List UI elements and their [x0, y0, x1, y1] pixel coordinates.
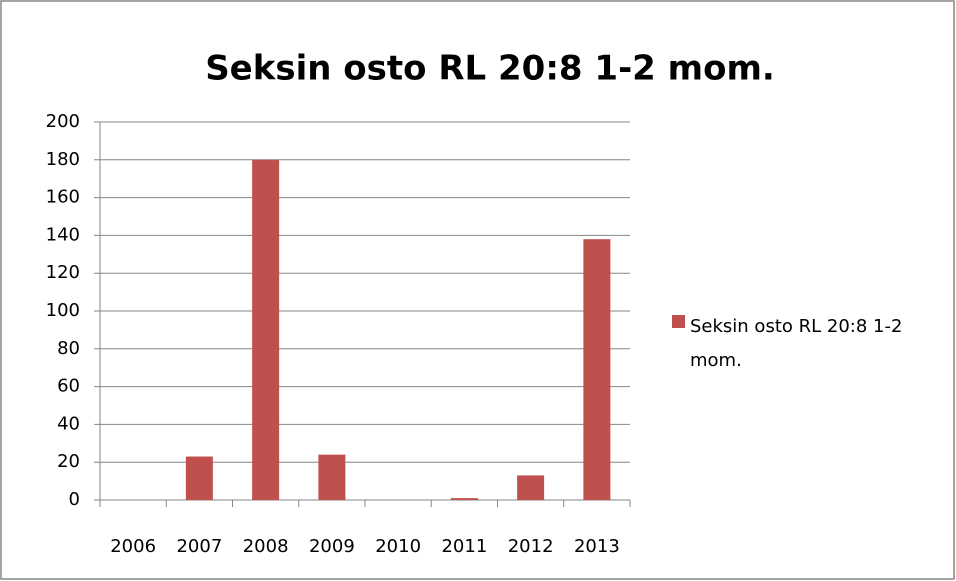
y-tick-label: 40 — [57, 413, 80, 434]
y-tick-label: 100 — [46, 300, 80, 321]
y-tick-label: 20 — [57, 451, 80, 472]
bar — [450, 498, 478, 500]
x-tick-label: 2006 — [110, 536, 156, 557]
x-tick-label: 2012 — [508, 536, 554, 557]
x-tick-label: 2009 — [309, 536, 355, 557]
bar — [252, 159, 280, 501]
bar — [517, 475, 545, 500]
chart-title: Seksin osto RL 20:8 1-2 mom. — [205, 49, 775, 89]
x-tick-label: 2013 — [574, 536, 620, 557]
x-tick-label: 2011 — [441, 536, 487, 557]
y-tick-label: 60 — [57, 376, 80, 397]
bar — [185, 456, 213, 500]
bar — [318, 454, 346, 500]
y-tick-label: 180 — [46, 149, 80, 170]
bar — [583, 239, 611, 500]
x-tick-label: 2010 — [375, 536, 421, 557]
x-tick-label: 2007 — [176, 536, 222, 557]
y-tick-label: 0 — [69, 489, 80, 510]
y-tick-label: 200 — [46, 111, 80, 132]
y-tick-label: 120 — [46, 262, 80, 283]
legend-label: Seksin osto RL 20:8 1-2 mom. — [690, 316, 903, 371]
legend-swatch — [672, 315, 685, 328]
y-tick-label: 160 — [46, 187, 80, 208]
y-tick-label: 140 — [46, 224, 80, 245]
x-tick-label: 2008 — [243, 536, 289, 557]
y-tick-label: 80 — [57, 338, 80, 359]
